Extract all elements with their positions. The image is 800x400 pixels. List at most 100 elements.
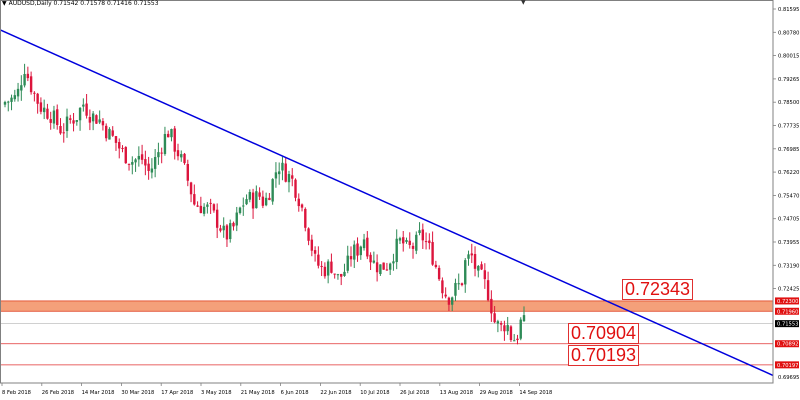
candle [3,100,7,108]
candle-body [10,97,13,102]
candle [408,232,411,249]
candle-body [398,238,402,241]
candle [59,118,62,135]
candle [75,119,79,126]
candle [36,92,39,114]
candle [359,245,362,260]
candle [464,258,467,293]
candle-body [421,229,425,241]
candle-body [375,262,379,273]
candle-body [173,128,176,152]
candle-body [111,130,114,136]
candle-body [467,254,470,259]
candle [326,259,330,284]
candle [392,253,395,271]
candle-body [95,115,98,124]
candle [313,246,317,262]
candle [65,108,69,138]
candle [202,203,206,217]
dropdown-triangle-icon[interactable]: ▼ [2,0,7,7]
candle-body [134,159,137,163]
chart-frame-layer [0,0,774,384]
candle [160,147,163,164]
candle [375,254,379,282]
x-tick-label: 26 Jul 2018 [400,390,429,396]
candle-body [402,237,405,244]
y-tick-label: 0.76985 [778,147,799,153]
candle [284,156,287,183]
candle [20,75,23,101]
candle-body [359,246,362,256]
x-tick-label: 13 Aug 2018 [440,390,473,396]
candle-body [75,120,79,122]
candle [16,82,20,102]
candle [101,118,105,131]
candle [509,325,513,342]
symbol-ohlc-text: AUDUSD,Daily 0.71542 0.71578 0.71416 0.7… [8,0,159,7]
candle-body [3,102,7,105]
price-tag: 0.71960 [775,307,799,315]
candle-body [264,197,268,206]
candle-body [147,163,150,171]
candle [180,150,183,162]
candle-body [513,340,516,342]
candle [411,242,415,259]
candle-body [176,150,180,157]
x-tick-label: 26 Feb 2018 [42,390,74,396]
candle [88,109,92,131]
candle [147,156,150,180]
candle-body [450,297,454,305]
candle [356,237,359,262]
candle [513,334,516,342]
candle [170,128,173,142]
candle [209,198,212,214]
candle [460,282,464,287]
candle [163,126,167,156]
candle-body [317,254,320,266]
candle-body [160,152,163,154]
candle [437,265,441,281]
candle-body [496,321,500,324]
candle-body [258,192,261,197]
candle [153,149,157,178]
candle [255,185,258,209]
y-tick-label: 0.76220 [778,170,799,176]
one-click-trading-arrow-icon[interactable]: ▼ [521,0,526,6]
candle-body [69,118,72,120]
candle-body [29,76,33,93]
candle-body [20,85,23,91]
candle-body [353,244,356,260]
candle [150,158,154,179]
candle-body [199,205,203,214]
candle [379,264,382,276]
candle [388,262,392,275]
candle-body [408,240,411,245]
y-tick-label: 0.73190 [778,263,799,269]
candle [516,334,519,345]
x-tick-label: 22 Jun 2018 [320,390,351,396]
candle-body [356,243,359,256]
candle-body [320,265,323,267]
candle-body [56,109,59,126]
downtrend-line[interactable] [0,29,774,377]
candle [140,144,144,165]
level-box-0.70193: 0.70193 [568,345,640,366]
candle-body [144,159,147,166]
candle-body [281,162,284,171]
candle-body [362,239,366,249]
candle [415,231,418,255]
candle-body [304,208,307,228]
candle [199,196,203,214]
candle [268,193,271,201]
candle-body [379,264,382,275]
candle [118,138,121,159]
candle [111,126,114,137]
candle [444,287,447,299]
candle [362,233,366,251]
candle-body [274,172,278,179]
candle-body [193,194,196,205]
candle [431,231,434,266]
candle-body [219,228,222,231]
time-axis-layer: 8 Feb 2018 26 Feb 2018 14 Mar 2018 30 Mar 2… [1,383,552,396]
candle [95,114,98,124]
